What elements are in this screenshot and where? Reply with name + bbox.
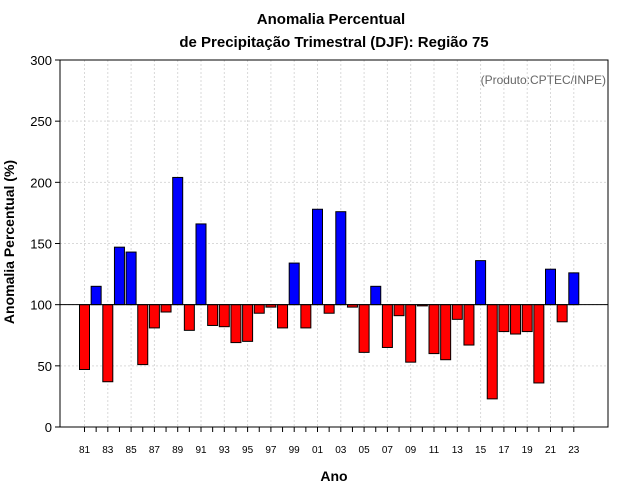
bar-14 [463,304,475,346]
x-tick-label: 83 [102,445,114,456]
bar-98 [277,304,289,329]
x-axis-title: Ano [320,468,347,484]
x-tick-label: 11 [429,445,440,456]
bar-85 [125,251,137,306]
bar-11 [428,304,440,355]
bar-08 [393,304,405,317]
y-tick-label: 300 [30,53,52,68]
bar-21 [545,268,556,306]
bar-88 [160,304,172,313]
bar-05 [358,304,370,353]
x-tick-label: 19 [522,445,534,456]
bar-84 [113,246,125,306]
bar-06 [370,285,382,306]
bar-20 [533,304,545,384]
bar-13 [451,304,463,320]
bar-90 [183,304,195,331]
x-tick-label: 93 [219,445,231,456]
bar-89 [172,176,184,306]
x-tick-label: 03 [335,445,347,456]
y-axis: 0 50 100 150 200 250 300 [30,53,60,435]
x-tick-label: 17 [498,445,510,456]
x-axis: 81 83 85 87 89 91 93 95 97 99 01 03 05 07 09 11 13 15 17 19… [79,427,580,456]
bar-99 [288,262,300,306]
chart-title-line2: de Precipitação Trimestral (DJF): Região… [179,34,488,51]
credit-label: (Produto:CPTEC/INPE) [481,73,606,87]
x-tick-label: 87 [149,445,161,456]
x-tick-label: 01 [312,445,324,456]
y-tick-label: 100 [30,298,52,313]
grid-lines [60,60,608,427]
chart-title-line1: Anomalia Percentual [257,11,405,28]
bar-18 [510,304,522,335]
x-tick-label: 21 [545,445,557,456]
x-tick-label: 85 [126,445,138,456]
x-tick-label: 81 [79,445,91,456]
bar-22 [556,304,568,323]
bar-95 [242,304,254,342]
bar-23 [568,272,580,306]
x-tick-label: 89 [172,445,184,456]
bar-07 [381,304,393,348]
bar-02 [323,304,335,314]
bar-82 [90,285,102,306]
bar-03 [335,211,347,306]
bar-94 [230,304,242,344]
x-tick-label: 07 [382,445,394,456]
bars [79,176,580,400]
bar-93 [218,304,230,328]
x-tick-label: 97 [265,445,277,456]
bar-09 [405,304,417,363]
bar-91 [195,223,207,306]
y-axis-title: Anomalia Percentual (%) [1,160,17,324]
y-tick-label: 150 [30,237,52,252]
bar-86 [137,304,149,366]
bar-96 [253,304,265,314]
x-tick-label: 05 [359,445,371,456]
bar-12 [440,304,452,361]
bar-01 [312,208,323,306]
y-tick-label: 200 [30,175,52,190]
x-tick-label: 91 [195,445,207,456]
bar-16 [486,304,498,400]
y-tick-label: 50 [38,359,52,374]
x-tick-label: 15 [475,445,487,456]
bar-00 [300,304,312,329]
y-tick-label: 250 [30,114,52,129]
y-tick-label: 0 [45,420,52,435]
bar-83 [102,304,114,383]
x-tick-label: 99 [289,445,301,456]
bar-92 [207,304,219,326]
bar-17 [498,304,510,333]
bar-87 [148,304,160,329]
x-tick-label: 23 [568,445,580,456]
bar-19 [521,304,533,333]
x-tick-label: 13 [452,445,464,456]
x-tick-label: 95 [242,445,254,456]
bar-15 [475,260,487,306]
x-tick-label: 09 [405,445,417,456]
bar-81 [79,304,90,371]
